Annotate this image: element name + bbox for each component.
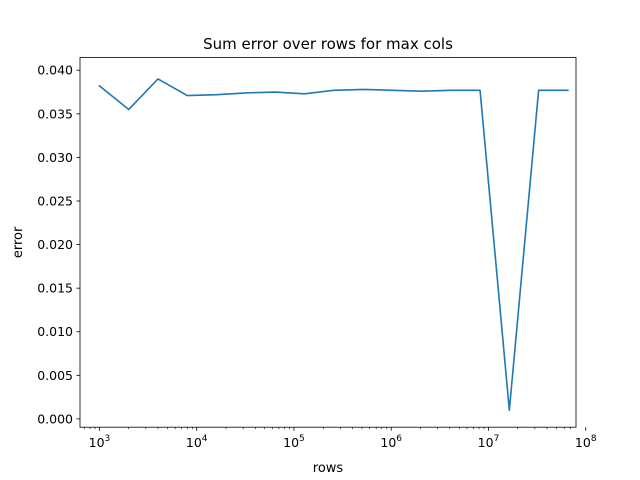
x-tick-label: 103 xyxy=(89,434,111,450)
x-tick-label: 105 xyxy=(283,434,305,450)
plot-background xyxy=(80,57,576,428)
x-tick-label: 104 xyxy=(186,434,208,450)
series-line xyxy=(98,78,569,412)
y-tick-label: 0.020 xyxy=(37,237,73,252)
y-tick-label: 0.030 xyxy=(37,150,73,165)
y-tick-label: 0.035 xyxy=(37,106,73,121)
y-tick-label: 0.025 xyxy=(37,193,73,208)
series-layer xyxy=(98,78,569,412)
x-tick-label: 108 xyxy=(575,434,597,450)
y-tick-label: 0.010 xyxy=(37,324,73,339)
y-tick-label: 0.040 xyxy=(37,63,73,78)
y-tick-label: 0.015 xyxy=(37,281,73,296)
plot-frame xyxy=(79,57,577,428)
x-axis-title: rows xyxy=(313,461,344,476)
y-tick-label: 0.000 xyxy=(37,411,73,426)
x-tick-label: 107 xyxy=(478,434,500,450)
y-axis: 0.000 0.005 0.010 0.015 0.020 0.025 0.030 0.035… xyxy=(37,63,80,426)
plot-area xyxy=(80,57,576,428)
y-axis-title: error xyxy=(11,226,26,258)
x-axis: 103 104 105 106 107 108 xyxy=(84,427,597,450)
chart-title: Sum error over rows for max cols xyxy=(203,35,453,53)
x-tick-label: 106 xyxy=(380,434,402,450)
y-tick-label: 0.005 xyxy=(37,368,73,383)
